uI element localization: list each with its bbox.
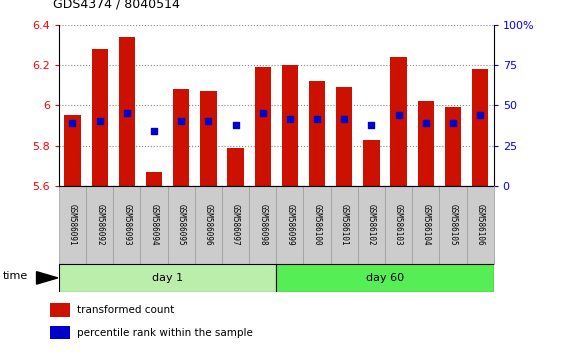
Point [312,116,321,122]
Bar [86,186,113,264]
Point [68,121,77,126]
Text: GSM586105: GSM586105 [448,204,457,246]
Bar [50,326,70,339]
Bar [227,148,243,186]
Bar [445,107,461,186]
Bar [119,37,135,186]
Bar [195,186,222,264]
Text: GSM586095: GSM586095 [177,204,186,246]
Point [258,110,267,116]
Bar [140,186,168,264]
Bar [472,69,488,186]
Point [122,110,131,116]
Text: GSM586099: GSM586099 [286,204,295,246]
Text: day 60: day 60 [366,273,404,283]
Bar [276,186,304,264]
Bar [309,81,325,186]
Text: percentile rank within the sample: percentile rank within the sample [77,327,252,338]
Bar [255,67,271,186]
Point [394,113,403,118]
Point [95,119,104,124]
Bar [358,186,385,264]
Bar [417,101,434,186]
Text: GSM586101: GSM586101 [340,204,349,246]
Bar [168,186,195,264]
Point [204,119,213,124]
Bar [390,57,407,186]
Point [177,119,186,124]
Bar [59,186,86,264]
Bar [91,49,108,186]
Bar [304,186,330,264]
Bar [439,186,467,264]
Bar [336,87,352,186]
Text: GSM586103: GSM586103 [394,204,403,246]
Point [150,129,159,134]
Text: GDS4374 / 8040514: GDS4374 / 8040514 [53,0,180,11]
Text: GSM586093: GSM586093 [122,204,131,246]
Bar [173,89,189,186]
Bar [113,186,140,264]
Text: GSM586097: GSM586097 [231,204,240,246]
Text: time: time [3,271,28,281]
Text: GSM586104: GSM586104 [421,204,430,246]
Polygon shape [36,272,58,284]
Text: GSM586094: GSM586094 [150,204,159,246]
Bar [330,186,358,264]
Point [231,122,240,128]
Bar [59,264,276,292]
Bar [385,186,412,264]
Bar [222,186,249,264]
Point [476,113,485,118]
Bar [276,264,494,292]
Bar [65,115,81,186]
Point [421,121,430,126]
Point [367,122,376,128]
Text: GSM586098: GSM586098 [258,204,267,246]
Text: GSM586100: GSM586100 [312,204,321,246]
Text: GSM586106: GSM586106 [476,204,485,246]
Bar [50,303,70,316]
Point [286,116,295,122]
Point [448,121,457,126]
Bar [412,186,439,264]
Bar [282,65,298,186]
Text: GSM586092: GSM586092 [95,204,104,246]
Bar [146,172,162,186]
Bar [467,186,494,264]
Bar [364,139,380,186]
Text: transformed count: transformed count [77,305,174,315]
Point [340,116,349,122]
Text: GSM586091: GSM586091 [68,204,77,246]
Text: GSM586102: GSM586102 [367,204,376,246]
Text: GSM586096: GSM586096 [204,204,213,246]
Bar [200,91,217,186]
Bar [249,186,276,264]
Text: day 1: day 1 [152,273,183,283]
